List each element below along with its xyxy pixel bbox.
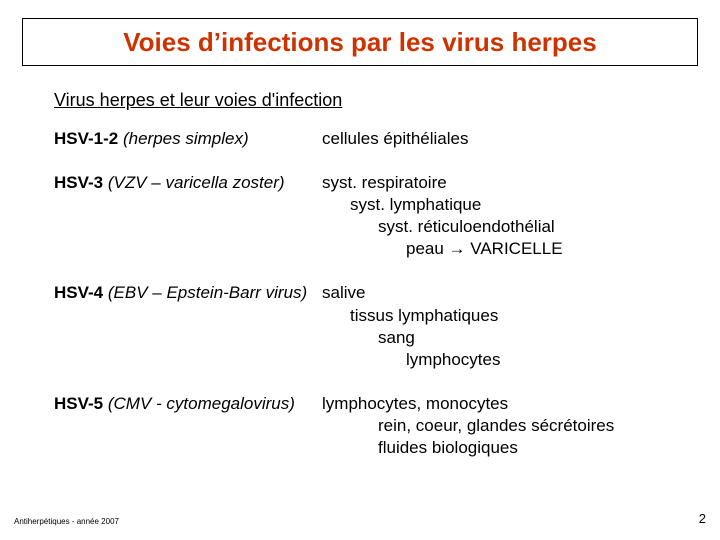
target-line: fluides biologiques — [322, 437, 674, 459]
virus-code: HSV-5 — [54, 394, 103, 413]
virus-label: HSV-5 (CMV - cytomegalovirus) — [54, 393, 322, 415]
virus-row: HSV-3 (VZV – varicella zoster) syst. res… — [54, 172, 674, 260]
target-line: sang — [322, 327, 674, 349]
virus-targets: salive tissus lymphatiques sang lymphocy… — [322, 282, 674, 370]
target-line: lymphocytes — [322, 349, 674, 371]
target-line: rein, coeur, glandes sécrétoires — [322, 415, 674, 437]
virus-code: HSV-3 — [54, 173, 103, 192]
slide-title: Voies d’infections par les virus herpes — [123, 27, 596, 58]
footer-text: Antiherpétiques - année 2007 — [14, 517, 119, 526]
virus-label: HSV-1-2 (herpes simplex) — [54, 128, 322, 150]
virus-paren: (EBV – Epstein-Barr virus) — [103, 283, 307, 302]
virus-label: HSV-4 (EBV – Epstein-Barr virus) — [54, 282, 322, 304]
content-area: HSV-1-2 (herpes simplex) cellules épithé… — [54, 128, 674, 481]
virus-targets: lymphocytes, monocytes rein, coeur, glan… — [322, 393, 674, 459]
page-number: 2 — [699, 511, 706, 526]
virus-targets: syst. respiratoire syst. lymphatique sys… — [322, 172, 674, 260]
virus-row: HSV-1-2 (herpes simplex) cellules épithé… — [54, 128, 674, 150]
target-line: lymphocytes, monocytes — [322, 393, 674, 415]
virus-paren: (VZV – varicella zoster) — [103, 173, 284, 192]
virus-row: HSV-5 (CMV - cytomegalovirus) lymphocyte… — [54, 393, 674, 459]
target-line: cellules épithéliales — [322, 128, 674, 150]
virus-code: HSV-4 — [54, 283, 103, 302]
virus-row: HSV-4 (EBV – Epstein-Barr virus) salive … — [54, 282, 674, 370]
subtitle: Virus herpes et leur voies d'infection — [54, 90, 342, 111]
virus-code: HSV-1-2 — [54, 129, 118, 148]
target-line: syst. réticuloendothélial — [322, 216, 674, 238]
slide: Voies d’infections par les virus herpes … — [0, 0, 720, 540]
target-line: tissus lymphatiques — [322, 305, 674, 327]
title-box: Voies d’infections par les virus herpes — [22, 18, 698, 66]
virus-targets: cellules épithéliales — [322, 128, 674, 150]
target-line: syst. respiratoire — [322, 172, 674, 194]
virus-label: HSV-3 (VZV – varicella zoster) — [54, 172, 322, 194]
target-line: peau → VARICELLE — [322, 238, 674, 260]
virus-paren: (herpes simplex) — [118, 129, 248, 148]
virus-paren: (CMV - cytomegalovirus) — [103, 394, 295, 413]
target-line: syst. lymphatique — [322, 194, 674, 216]
target-line: salive — [322, 282, 674, 304]
